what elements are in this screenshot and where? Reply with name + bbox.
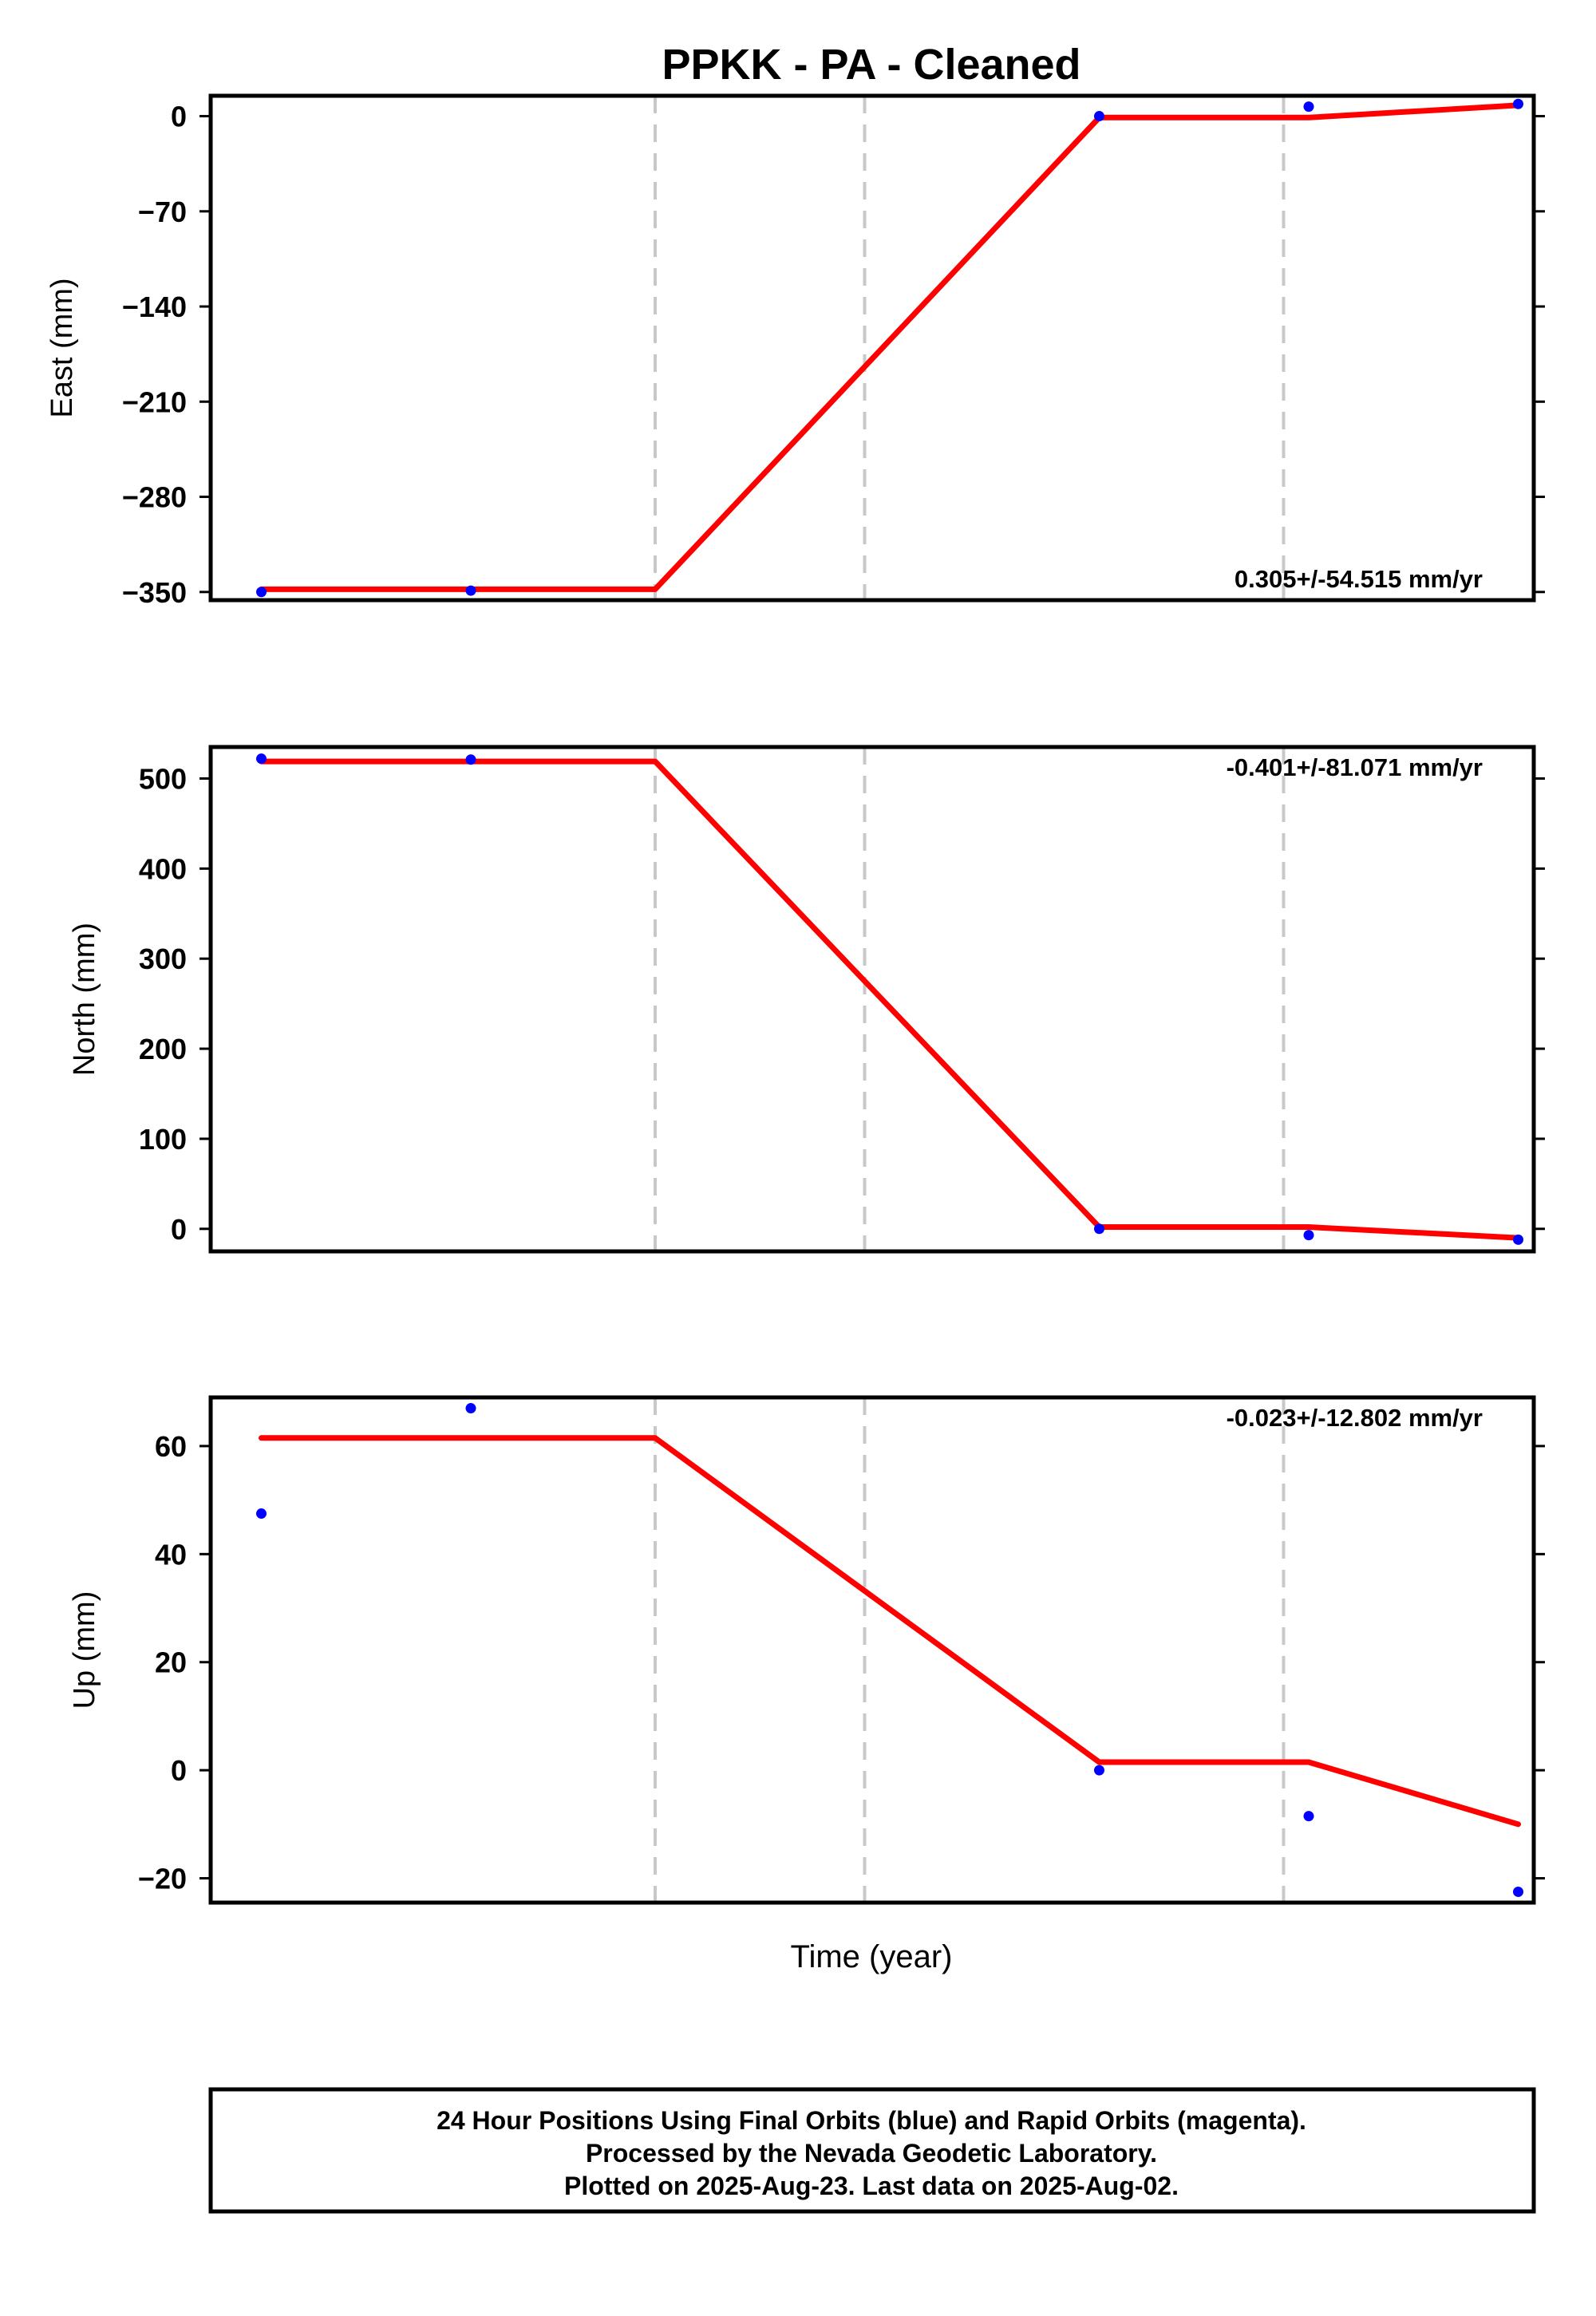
- fit-line: [259, 102, 1521, 592]
- data-point: [465, 585, 476, 596]
- data-point: [1303, 1811, 1314, 1822]
- y-axis-label: North (mm): [68, 923, 101, 1076]
- rate-annotation: -0.023+/-12.802 mm/yr: [1227, 1404, 1483, 1432]
- x-axis-label: Time (year): [791, 1939, 953, 1974]
- fit-line: [259, 1435, 1521, 1828]
- data-point: [256, 753, 267, 765]
- panel-1: 0 −70 −140 −210 −280 −350 East (mm) 0.305+/-54.…: [45, 93, 1545, 609]
- y-tick-label: −210: [122, 385, 187, 418]
- data-point: [256, 587, 267, 598]
- fit-line: [259, 758, 1521, 1241]
- y-tick-label: −280: [122, 481, 187, 514]
- y-axis-label: Up (mm): [68, 1591, 101, 1709]
- footer-line-3: Plotted on 2025-Aug-23. Last data on 202…: [564, 2172, 1179, 2200]
- rate-annotation: 0.305+/-54.515 mm/yr: [1235, 565, 1483, 593]
- y-tick-label: 60: [155, 1430, 187, 1463]
- plot-frame: [208, 93, 1536, 603]
- y-tick-label: 100: [139, 1123, 187, 1156]
- panel-3: 60 40 20 0 −20 Up (mm) -0.023+/-12.802 mm/yr: [68, 1395, 1545, 1905]
- data-point: [1094, 1223, 1104, 1235]
- y-tick-label: −70: [138, 196, 187, 228]
- y-tick-label: 0: [171, 101, 187, 133]
- y-tick-label: 300: [139, 943, 187, 975]
- panel-2: 500 400 300 200 100 0 North (mm) -0.401+/-81.07…: [68, 745, 1545, 1254]
- data-point: [465, 754, 476, 765]
- footer-line-1: 24 Hour Positions Using Final Orbits (bl…: [437, 2106, 1306, 2135]
- data-point: [1303, 1230, 1314, 1241]
- plot-frame: [208, 1395, 1536, 1905]
- data-point: [465, 1403, 476, 1414]
- data-point: [1513, 98, 1523, 109]
- y-tick-label: −350: [122, 576, 187, 609]
- panels: 0 −70 −140 −210 −280 −350 East (mm) 0.305+/-54.…: [45, 93, 1545, 1905]
- rate-annotation: -0.401+/-81.071 mm/yr: [1227, 753, 1483, 781]
- data-point: [1513, 1886, 1523, 1897]
- y-tick-label: −140: [122, 290, 187, 323]
- footer-line-2: Processed by the Nevada Geodetic Laborat…: [586, 2139, 1157, 2168]
- data-point: [1094, 1765, 1104, 1776]
- y-tick-label: 20: [155, 1646, 187, 1679]
- y-tick-label: 0: [171, 1213, 187, 1246]
- y-tick-label: 200: [139, 1033, 187, 1065]
- y-axis-label: East (mm): [45, 278, 79, 417]
- y-tick-label: 500: [139, 763, 187, 796]
- data-point: [256, 1508, 267, 1520]
- footer-frame: [208, 2087, 1536, 2214]
- y-tick-label: 0: [171, 1754, 187, 1787]
- data-point: [1094, 111, 1104, 122]
- y-tick-label: 40: [155, 1538, 187, 1571]
- y-tick-label: −20: [138, 1863, 187, 1895]
- y-tick-label: 400: [139, 852, 187, 885]
- chart-title: PPKK - PA - Cleaned: [662, 41, 1080, 89]
- data-point: [1513, 1234, 1523, 1245]
- plot-frame: [208, 745, 1536, 1254]
- data-point: [1303, 101, 1314, 113]
- footer-box: 24 Hour Positions Using Final Orbits (bl…: [208, 2087, 1536, 2214]
